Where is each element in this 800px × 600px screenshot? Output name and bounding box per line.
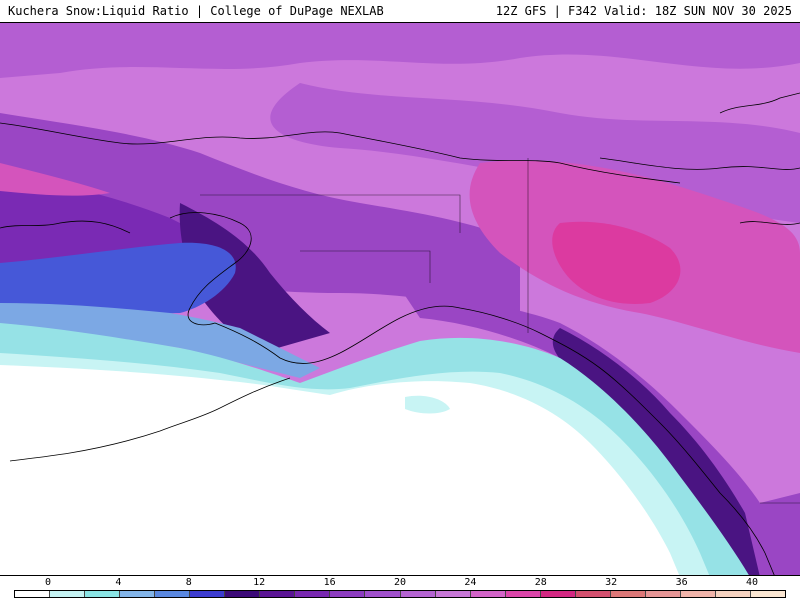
scale-tick-label: 40 bbox=[745, 577, 759, 588]
aleutian-chain bbox=[9, 377, 291, 462]
scale-tick-label: 32 bbox=[605, 577, 618, 588]
color-swatch-15 bbox=[540, 591, 576, 597]
snow-ratio-field bbox=[0, 23, 800, 575]
field-bering-blue bbox=[0, 242, 236, 314]
color-swatch-2 bbox=[85, 591, 121, 597]
color-swatch-7 bbox=[260, 591, 296, 597]
color-swatch-5 bbox=[190, 591, 226, 597]
map-title: Kuchera Snow:Liquid Ratio | College of D… bbox=[8, 4, 384, 18]
map-header: Kuchera Snow:Liquid Ratio | College of D… bbox=[0, 0, 800, 22]
color-swatch-9 bbox=[330, 591, 366, 597]
color-swatch-18 bbox=[645, 591, 681, 597]
color-swatch-12 bbox=[435, 591, 471, 597]
border-layer bbox=[200, 158, 800, 504]
scale-tick-label: 36 bbox=[675, 577, 688, 588]
color-swatch-4 bbox=[155, 591, 191, 597]
west-coastline bbox=[169, 212, 252, 326]
color-scale-bar bbox=[14, 590, 786, 598]
field-west-magenta bbox=[0, 163, 110, 196]
color-swatch-17 bbox=[610, 591, 646, 597]
field-sky-band bbox=[0, 303, 320, 378]
color-swatch-16 bbox=[575, 591, 611, 597]
chukotka-coastline bbox=[0, 220, 131, 234]
coastline-layer bbox=[0, 92, 800, 575]
scale-tick-label: 16 bbox=[323, 577, 336, 588]
color-swatch-14 bbox=[505, 591, 541, 597]
color-swatch-20 bbox=[715, 591, 751, 597]
hudson-coastline bbox=[739, 221, 800, 225]
color-swatch-1 bbox=[50, 591, 86, 597]
color-swatch-13 bbox=[470, 591, 506, 597]
field-east-pink bbox=[552, 221, 681, 304]
field-gulf-band bbox=[400, 288, 800, 575]
color-swatch-11 bbox=[400, 591, 436, 597]
color-swatch-0 bbox=[15, 591, 51, 597]
color-swatch-8 bbox=[295, 591, 331, 597]
scale-tick-label: 20 bbox=[393, 577, 407, 588]
canada-arctic-coastline bbox=[599, 157, 800, 170]
scale-tick-label: 24 bbox=[464, 577, 477, 588]
field-ocean-nodata bbox=[0, 365, 680, 575]
region-border-north bbox=[200, 194, 461, 233]
scale-tick-label: 0 bbox=[44, 577, 52, 588]
arctic-coastline bbox=[0, 122, 681, 184]
region-border-central bbox=[300, 250, 431, 283]
scale-tick-label: 8 bbox=[185, 577, 192, 588]
scale-tick-label: 4 bbox=[115, 577, 122, 588]
color-swatch-3 bbox=[120, 591, 156, 597]
gulf-coastline bbox=[214, 305, 775, 575]
color-scale: 0 4 8 12 16 20 24 28 32 36 40 bbox=[0, 576, 800, 600]
field-deep-core bbox=[179, 203, 330, 353]
field-aqua-patch bbox=[405, 395, 450, 414]
scale-tick-label: 28 bbox=[534, 577, 547, 588]
arctic-islands bbox=[719, 92, 800, 114]
field-band-north bbox=[0, 23, 800, 78]
scale-tick-label: 12 bbox=[253, 577, 266, 588]
color-swatch-6 bbox=[225, 591, 261, 597]
color-swatch-21 bbox=[750, 591, 786, 597]
forecast-map bbox=[0, 22, 800, 576]
color-scale-labels: 0 4 8 12 16 20 24 28 32 36 40 bbox=[0, 576, 800, 589]
color-swatch-19 bbox=[680, 591, 716, 597]
color-swatch-10 bbox=[365, 591, 401, 597]
model-valid-time: 12Z GFS | F342 Valid: 18Z SUN NOV 30 202… bbox=[495, 4, 792, 18]
